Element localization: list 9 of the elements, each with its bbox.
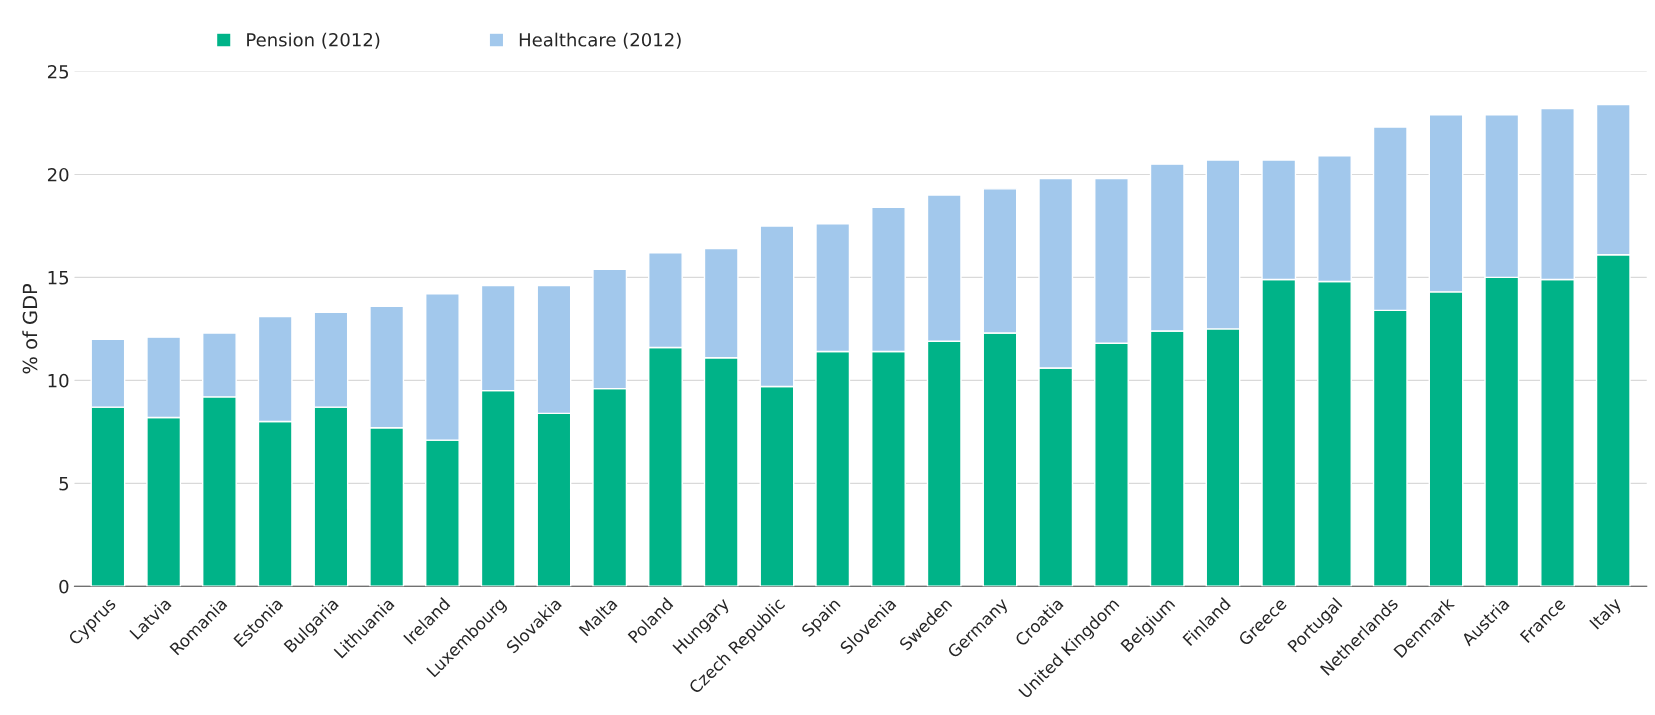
y-tick-label: 10 xyxy=(48,373,69,388)
y-tick-label: 15 xyxy=(48,271,69,285)
y-axis-title: % of GDP xyxy=(22,283,38,374)
legend-label: Pension (2012) xyxy=(247,32,380,49)
y-tick-label: 20 xyxy=(47,167,69,182)
y-tick-label: 25 xyxy=(47,64,69,79)
y-tick-label: 5 xyxy=(59,477,69,491)
y-tick-label: 0 xyxy=(59,579,69,594)
legend-label: Healthcare (2012) xyxy=(519,32,681,49)
